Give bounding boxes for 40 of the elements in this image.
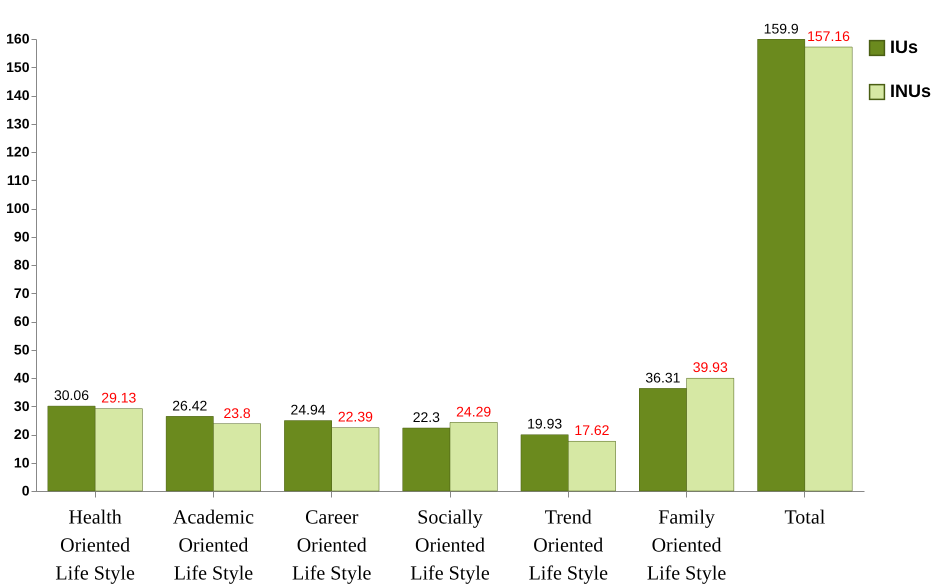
data-label: 26.42 <box>172 397 208 414</box>
y-tick-label: 80 <box>14 256 30 272</box>
x-tick-label: Family Oriented Life Style <box>646 506 726 584</box>
y-tick-label: 110 <box>6 172 30 188</box>
data-label: 19.93 <box>527 416 562 432</box>
y-tick-label: 100 <box>6 200 30 216</box>
y-tick-label: 30 <box>14 398 30 414</box>
y-tick-label: 120 <box>6 144 30 160</box>
data-label: 22.39 <box>338 408 374 425</box>
data-label: 24.94 <box>290 402 326 418</box>
x-tick-label: Total <box>784 506 826 528</box>
y-tick-label: 0 <box>22 482 30 498</box>
data-label: 22.3 <box>412 409 440 426</box>
data-label: 17.62 <box>574 422 610 438</box>
y-tick-label: 130 <box>6 115 30 132</box>
y-tick-label: 40 <box>14 370 30 386</box>
data-label: 30.06 <box>54 387 90 404</box>
data-label: 24.29 <box>456 403 492 420</box>
data-label: 39.93 <box>692 359 728 376</box>
y-tick-label: 140 <box>6 87 30 103</box>
y-tick-label: 160 <box>6 30 30 46</box>
y-tick-label: 70 <box>14 284 30 301</box>
x-tick-label: Academic Oriented Life Style <box>172 506 254 584</box>
y-tick-label: 10 <box>14 454 30 470</box>
legend-label: IUs <box>890 37 918 57</box>
x-tick-label: Trend Oriented Life Style <box>528 506 608 584</box>
x-tick-label: Career Oriented Life Style <box>292 506 372 584</box>
y-tick-label: 50 <box>14 341 30 358</box>
data-label: 29.13 <box>101 390 137 406</box>
y-tick-label: 20 <box>14 426 30 442</box>
y-tick-label: 150 <box>6 58 30 75</box>
data-label: 159.9 <box>764 20 799 36</box>
data-label: 157.16 <box>807 28 850 44</box>
legend-label: INUs <box>890 81 932 101</box>
y-tick-label: 60 <box>14 313 30 329</box>
data-label: 36.31 <box>645 369 681 386</box>
data-label: 23.8 <box>223 404 251 421</box>
y-tick-label: 90 <box>14 228 30 244</box>
x-tick-label: Health Oriented Life Style <box>55 506 135 584</box>
x-tick-label: Socially Oriented Life Style <box>410 506 490 584</box>
